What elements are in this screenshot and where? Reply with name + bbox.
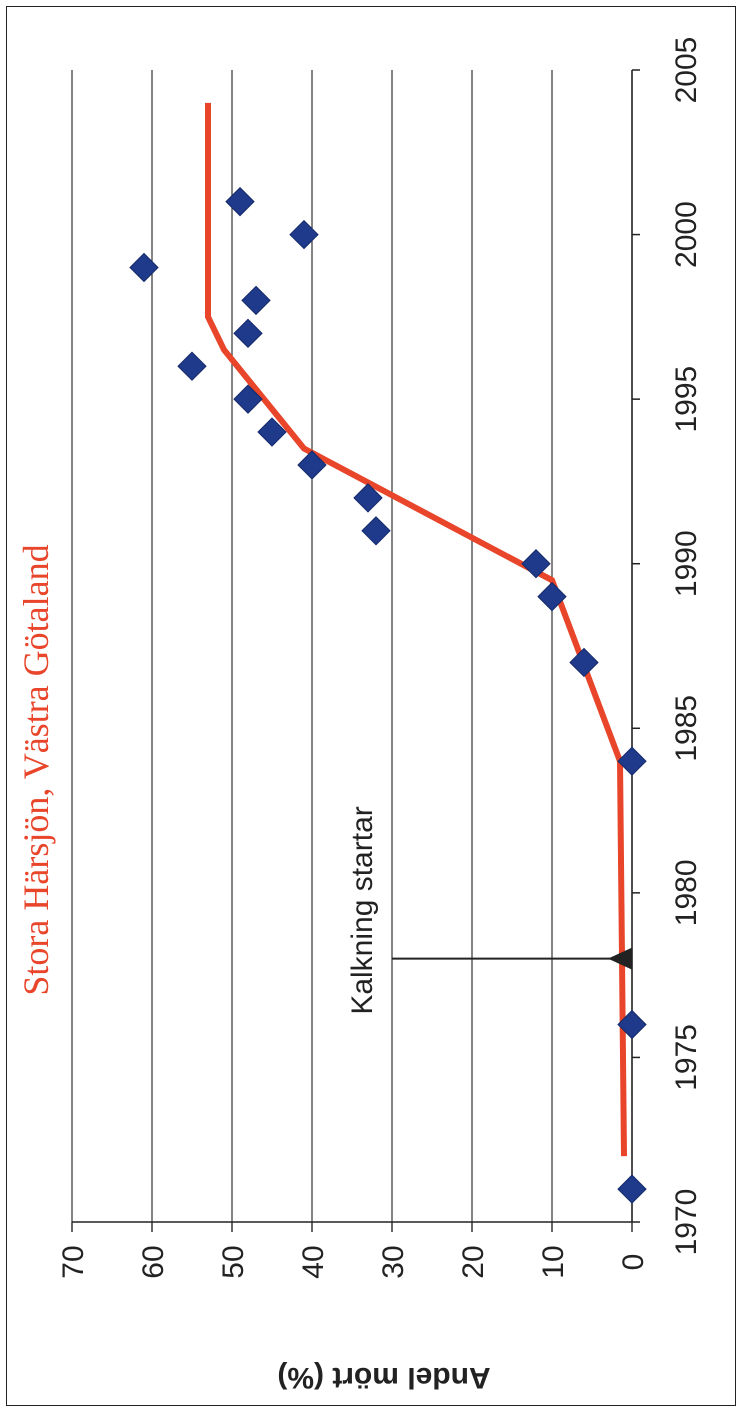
y-tick-label: 60 <box>137 1245 170 1278</box>
trend-line-series <box>205 102 627 1157</box>
annotation-layer: Kalkning startar <box>346 806 632 1015</box>
data-point <box>617 1174 647 1204</box>
data-point <box>617 1009 647 1040</box>
annotation-arrowhead <box>608 947 632 970</box>
y-tick-label: 10 <box>537 1245 570 1278</box>
y-tick-labels: 0 10 20 30 40 50 60 70 <box>57 1245 650 1278</box>
axes-layer <box>71 69 640 1232</box>
y-tick-label: 50 <box>217 1245 250 1278</box>
x-tick-labels: 1970 1975 1980 1985 1990 1995 2000 2005 <box>670 37 703 1256</box>
data-point <box>177 351 207 381</box>
y-tick-label: 20 <box>457 1245 490 1278</box>
x-tick-label: 1975 <box>670 1024 703 1091</box>
x-tick-label: 2000 <box>670 201 703 268</box>
data-point <box>233 384 263 414</box>
data-point <box>129 252 159 283</box>
x-tick-label: 1990 <box>670 530 703 597</box>
data-point <box>521 549 551 579</box>
chart-title: Stora Härsjön, Västra Götaland <box>16 544 56 995</box>
x-tick-label: 1995 <box>670 366 703 433</box>
data-point <box>569 647 599 678</box>
x-tick-label: 2005 <box>670 37 703 104</box>
y-tick-label: 0 <box>617 1254 650 1271</box>
data-point <box>225 186 255 217</box>
data-point <box>233 318 263 349</box>
data-point <box>537 581 567 612</box>
y-axis-label: Andel mört (%) <box>277 1361 490 1394</box>
data-point <box>353 483 383 513</box>
annotation-label: Kalkning startar <box>346 806 379 1014</box>
y-tick-label: 70 <box>57 1245 90 1278</box>
chart-frame <box>6 6 736 1406</box>
scatter-series <box>129 186 647 1204</box>
x-tick-label: 1985 <box>670 695 703 762</box>
data-point <box>297 450 327 480</box>
x-tick-label: 1980 <box>670 859 703 926</box>
grid-layer <box>71 70 553 1222</box>
y-tick-label: 40 <box>297 1245 330 1278</box>
y-tick-label: 30 <box>377 1245 410 1278</box>
data-point <box>617 746 647 776</box>
data-point <box>289 219 319 250</box>
data-point <box>241 285 271 316</box>
data-point <box>361 516 391 546</box>
x-tick-label: 1970 <box>670 1189 703 1256</box>
trend-line <box>205 102 627 1157</box>
data-point <box>257 417 287 447</box>
